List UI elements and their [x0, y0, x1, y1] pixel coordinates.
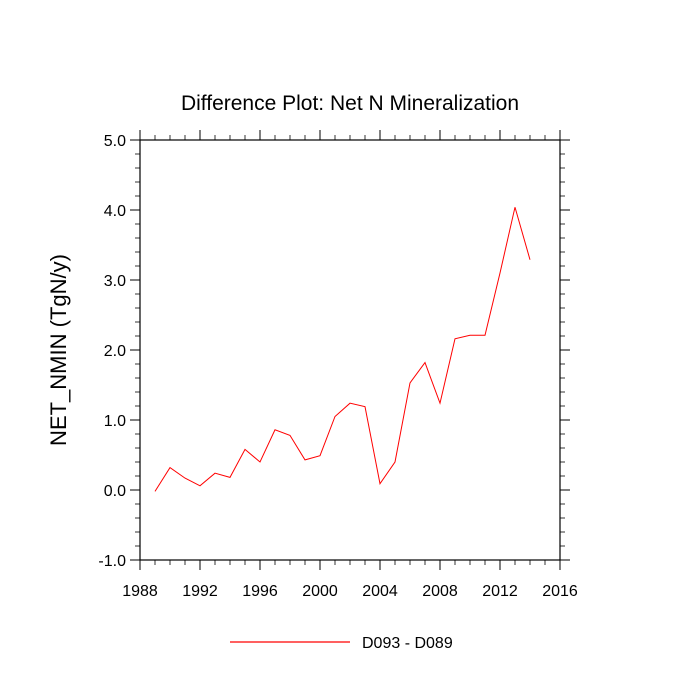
x-tick-label: 2000	[302, 583, 338, 600]
x-tick-label: 2012	[482, 583, 518, 600]
minor-ticks	[135, 135, 565, 565]
x-tick-label: 1996	[242, 583, 278, 600]
x-tick-label: 1988	[122, 583, 158, 600]
y-tick-label: 0.0	[104, 483, 126, 500]
y-tick-label: 2.0	[104, 343, 126, 360]
major-ticks	[130, 130, 570, 570]
y-tick-label: -1.0	[98, 553, 126, 570]
plot-frame	[139, 139, 561, 561]
x-tick-label: 2004	[362, 583, 398, 600]
y-axis-title: NET_NMIN (TgN/y)	[46, 254, 71, 446]
legend-label: D093 - D089	[362, 635, 453, 652]
x-tick-labels: 1988 1992 1996 2000 2004 2008 2012 2016	[122, 583, 578, 600]
x-tick-label: 1992	[182, 583, 218, 600]
y-tick-label: 5.0	[104, 133, 126, 150]
y-tick-labels: -1.0 0.0 1.0 2.0 3.0 4.0 5.0	[98, 133, 126, 570]
chart-title: Difference Plot: Net N Mineralization	[181, 92, 519, 115]
y-tick-label: 4.0	[104, 203, 126, 220]
y-tick-label: 3.0	[104, 273, 126, 290]
x-tick-label: 2016	[542, 583, 578, 600]
series-line-0	[154, 207, 531, 492]
legend: D093 - D089	[230, 635, 453, 652]
series-layer	[154, 207, 531, 492]
y-tick-label: 1.0	[104, 413, 126, 430]
x-tick-label: 2008	[422, 583, 458, 600]
